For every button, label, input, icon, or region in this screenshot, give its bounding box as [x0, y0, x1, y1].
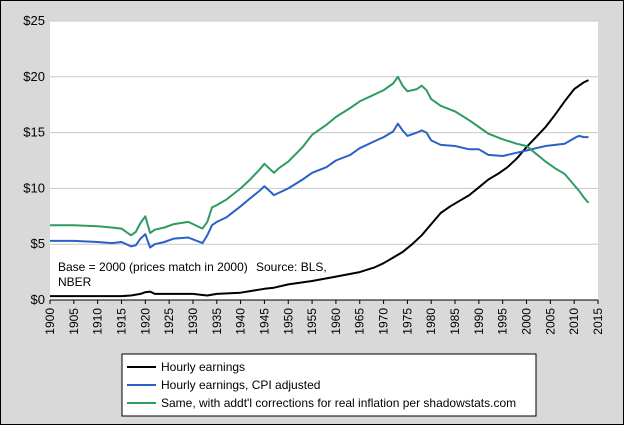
x-tick-label: 1990: [472, 308, 486, 335]
series-line-0: [50, 79, 589, 298]
x-tick-label: 1905: [67, 308, 81, 335]
y-tick-label: $20: [23, 69, 45, 84]
legend-label-hourly-earnings: Hourly earnings: [161, 360, 245, 374]
y-tick-label: $10: [23, 180, 45, 195]
x-tick-label: 1960: [329, 308, 343, 335]
x-tick-label: 1985: [448, 308, 462, 335]
x-tick-label: 1970: [377, 308, 391, 335]
y-tick-label: $25: [23, 13, 45, 28]
y-tick-label: $0: [31, 292, 45, 307]
series-line-2: [50, 75, 590, 237]
x-tick-label: 1950: [281, 308, 295, 335]
x-tick-label: 1900: [43, 308, 57, 335]
annotation-source-cont: NBER: [58, 275, 92, 289]
x-tick-label: 1935: [210, 308, 224, 335]
annotation: Base = 2000 (prices match in 2000) Sourc…: [58, 260, 327, 289]
x-tick-label: 1975: [400, 308, 414, 335]
series-lines: [50, 75, 590, 298]
annotation-source: Source: BLS,: [256, 260, 327, 274]
gridlines: [50, 20, 598, 245]
legend-label-shadowstats: Same, with addt'l corrections for real i…: [161, 396, 516, 410]
x-axis-ticks: 1900 1905 1910 1915 1920 1925 1930 1935 1940 1945…: [43, 300, 605, 335]
x-tick-label: 2010: [567, 308, 581, 335]
x-tick-label: 1995: [496, 308, 510, 335]
plot-area: [50, 21, 598, 300]
x-tick-label: 1925: [162, 308, 176, 335]
x-tick-label: 2000: [520, 308, 534, 335]
x-tick-label: 1930: [186, 308, 200, 335]
x-tick-label: 1920: [138, 308, 152, 335]
y-axis-ticks: $0 $5 $10 $15 $20 $25: [23, 13, 45, 307]
legend-box: [121, 353, 537, 417]
y-tick-label: $5: [31, 236, 45, 251]
annotation-base: Base = 2000 (prices match in 2000): [58, 260, 248, 274]
x-tick-label: 1915: [114, 308, 128, 335]
x-tick-label: 2015: [591, 308, 605, 335]
x-tick-label: 1965: [353, 308, 367, 335]
x-tick-label: 1980: [424, 308, 438, 335]
x-tick-label: 1910: [91, 308, 105, 335]
x-tick-label: 2005: [543, 308, 557, 335]
x-tick-label: 1955: [305, 308, 319, 335]
legend-label-cpi-adjusted: Hourly earnings, CPI adjusted: [161, 378, 320, 392]
series-line-1: [50, 122, 589, 249]
y-tick-label: $15: [23, 125, 45, 140]
legend: Hourly earnings Hourly earnings, CPI adj…: [121, 353, 537, 417]
x-tick-label: 1940: [234, 308, 248, 335]
x-tick-label: 1945: [257, 308, 271, 335]
